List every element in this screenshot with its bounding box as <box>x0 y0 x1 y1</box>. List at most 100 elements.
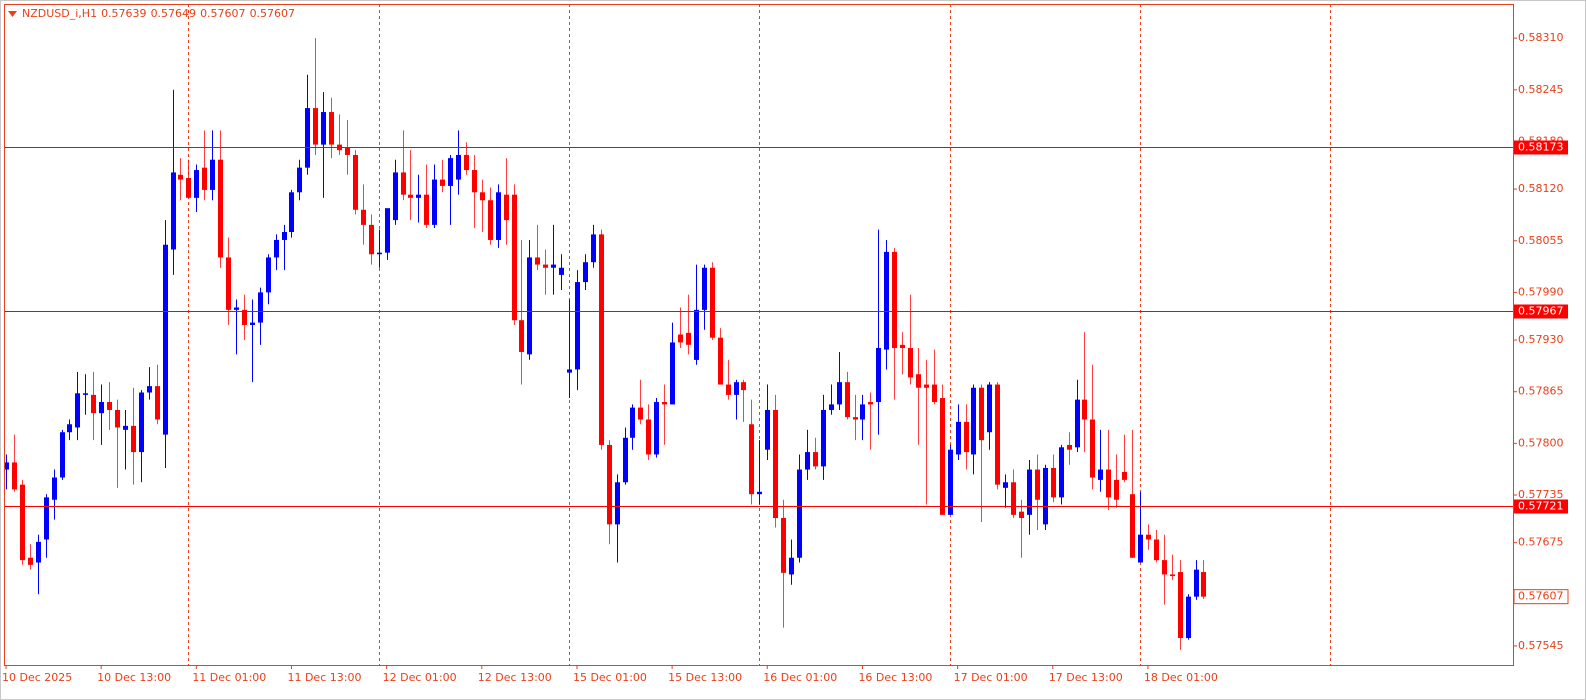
candle-body <box>543 264 548 268</box>
x-tick-label: 17 Dec 01:00 <box>954 671 1028 684</box>
candle-body <box>1162 560 1167 575</box>
candle-body <box>607 444 612 525</box>
candle-body <box>623 437 628 483</box>
candle-body <box>781 518 786 573</box>
x-tick-label: 18 Dec 01:00 <box>1144 671 1218 684</box>
price-level-tag <box>1514 499 1568 514</box>
candle-body <box>1138 534 1143 563</box>
candle-body <box>900 344 905 349</box>
candle-body <box>924 384 929 388</box>
candle-body <box>1114 479 1119 500</box>
candle-body <box>892 251 897 349</box>
price-level-label: 0.57721 <box>1518 500 1564 513</box>
candle-body <box>710 267 715 338</box>
candle-body <box>789 557 794 575</box>
candle-body <box>171 172 176 250</box>
candle-body <box>845 382 850 418</box>
candle-body <box>202 167 207 190</box>
candle-body <box>591 234 596 263</box>
candle-body <box>559 267 564 275</box>
x-tick-label: 16 Dec 01:00 <box>763 671 837 684</box>
candle-body <box>1170 574 1175 577</box>
candle-body <box>995 384 1000 485</box>
candle-body <box>686 332 691 345</box>
candle-body <box>638 407 643 420</box>
y-tick-label: 0.58120 <box>1518 182 1564 195</box>
candle-body <box>1178 572 1183 638</box>
candle-body <box>853 417 858 420</box>
candle-body <box>4 462 9 470</box>
candle-body <box>282 232 287 240</box>
y-tick-label: 0.58245 <box>1518 83 1564 96</box>
candle-body <box>971 387 976 455</box>
candle-body <box>932 384 937 403</box>
candle-body <box>1154 539 1159 561</box>
candle-body <box>424 194 429 225</box>
candle-body <box>535 257 540 265</box>
candle-body <box>448 158 453 186</box>
chart-legend: NZDUSD_i,H1 0.57639 0.57649 0.57607 0.57… <box>8 7 299 20</box>
price-level-label: 0.58173 <box>1518 141 1564 154</box>
candle-body <box>630 407 635 438</box>
candle-body <box>99 402 104 414</box>
x-tick-label: 16 Dec 13:00 <box>858 671 932 684</box>
candle-body <box>718 337 723 385</box>
candle-body <box>749 424 754 495</box>
candle-body <box>496 192 501 240</box>
candle-body <box>1019 511 1024 519</box>
x-tick-label: 17 Dec 13:00 <box>1049 671 1123 684</box>
y-tick-label: 0.57865 <box>1518 385 1564 398</box>
candle-body <box>964 421 969 453</box>
candle-body <box>147 386 152 393</box>
candle-body <box>527 257 532 355</box>
candle-body <box>361 209 366 225</box>
candle-body <box>646 419 651 455</box>
candle-body <box>186 177 191 198</box>
candle-body <box>1098 469 1103 480</box>
candle-body <box>956 421 961 455</box>
y-tick-label: 0.57675 <box>1518 536 1564 549</box>
candle-body <box>940 398 945 515</box>
candle-body <box>765 409 770 450</box>
plot-frame <box>4 4 1514 666</box>
candle-body <box>131 425 136 453</box>
candle-body <box>741 382 746 391</box>
candle-body <box>488 200 493 240</box>
candle-body <box>345 147 350 155</box>
x-tick-label: 12 Dec 13:00 <box>478 671 552 684</box>
candle-body <box>408 194 413 198</box>
candle-body <box>107 402 112 410</box>
candle-body <box>266 257 271 293</box>
candle-body <box>654 402 659 455</box>
candle-body <box>401 172 406 195</box>
candle-body <box>916 374 921 388</box>
x-tick-label: 15 Dec 01:00 <box>573 671 647 684</box>
candle-body <box>28 557 33 565</box>
candle-body <box>551 264 556 268</box>
candle-body <box>44 497 49 540</box>
header-close: 0.57607 <box>249 7 296 20</box>
x-tick-label: 10 Dec 2025 <box>2 671 72 684</box>
candle-body <box>393 172 398 221</box>
candle-body <box>91 394 96 414</box>
candle-body <box>1043 467 1048 525</box>
candle-body <box>36 541 41 563</box>
candle-body <box>83 393 88 395</box>
candle-body <box>1011 482 1016 515</box>
candle-body <box>987 384 992 433</box>
candle-body <box>321 112 326 145</box>
candle-body <box>504 194 509 221</box>
candle-body <box>670 342 675 405</box>
x-tick-label: 12 Dec 01:00 <box>383 671 457 684</box>
candle-body <box>1194 569 1199 597</box>
candle-body <box>821 409 826 467</box>
candle-body <box>805 452 810 470</box>
candle-body <box>1106 469 1111 498</box>
candle-body <box>1122 471 1127 480</box>
candle-body <box>829 404 834 410</box>
candle-body <box>884 251 889 350</box>
candle-body <box>1090 419 1095 478</box>
candle-body <box>20 484 25 561</box>
candle-body <box>297 167 302 193</box>
